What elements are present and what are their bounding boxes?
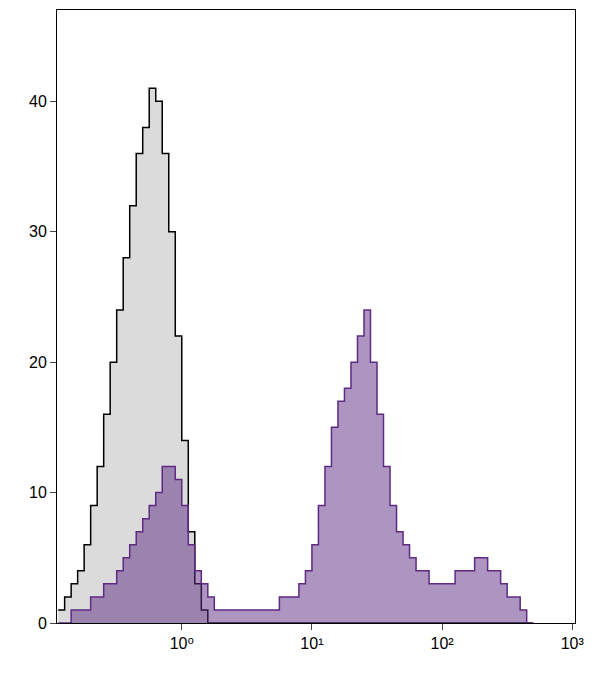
svg-text:20: 20: [29, 354, 47, 371]
svg-text:10²: 10²: [431, 635, 455, 652]
svg-text:10¹: 10¹: [300, 635, 323, 652]
svg-text:30: 30: [29, 223, 47, 240]
svg-text:10: 10: [29, 484, 47, 501]
svg-text:10³: 10³: [561, 635, 585, 652]
svg-text:40: 40: [29, 93, 47, 110]
svg-text:10⁰: 10⁰: [170, 635, 194, 652]
svg-text:0: 0: [38, 615, 47, 632]
